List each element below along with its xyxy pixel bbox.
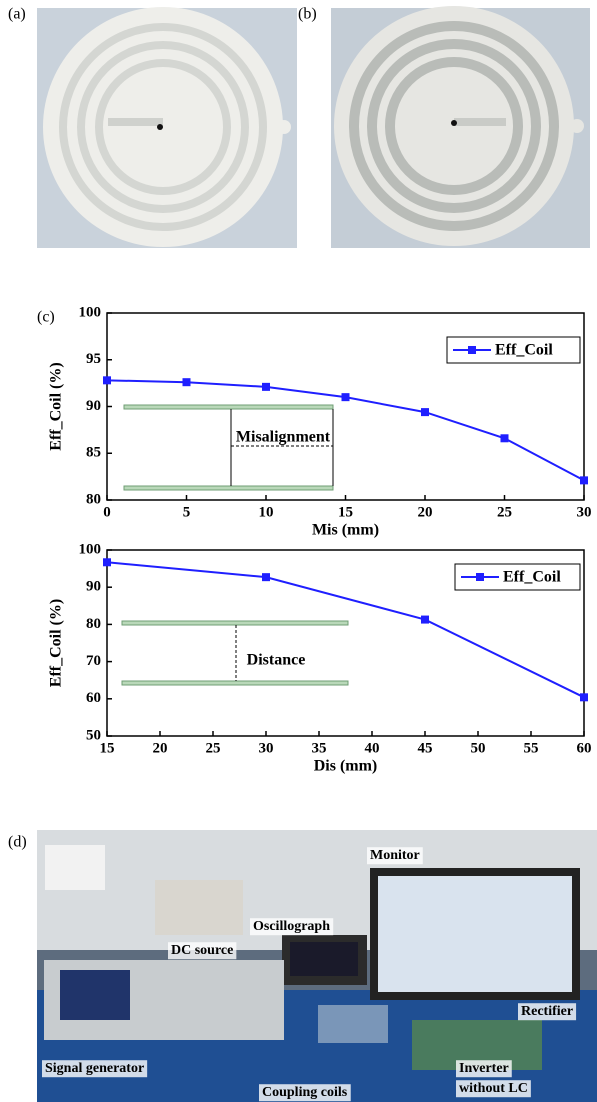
- marker: [103, 376, 111, 385]
- label-bg: [259, 1084, 351, 1102]
- y-tick-label: 90: [86, 579, 101, 595]
- label-bg: [250, 918, 334, 936]
- y-tick-label: 85: [86, 445, 101, 461]
- photo-label: Signal generator: [45, 1061, 144, 1076]
- x-tick-label: 10: [259, 504, 274, 520]
- legend-marker: [476, 573, 484, 581]
- plate: [123, 404, 334, 410]
- plate: [123, 485, 334, 491]
- x-tick-label: 20: [418, 504, 433, 520]
- label-bg: [518, 1003, 577, 1021]
- photo-label: Coupling coils: [262, 1085, 348, 1100]
- x-tick-label: 25: [206, 740, 221, 756]
- photo-b: [331, 6, 590, 248]
- panel-label: (d): [8, 834, 27, 851]
- photo-label: Inverter: [459, 1061, 509, 1076]
- y-tick-label: 100: [79, 304, 102, 320]
- x-tick-label: 0: [103, 504, 111, 520]
- marker: [262, 573, 270, 582]
- x-tick-label: 15: [338, 504, 353, 520]
- x-axis-label: Mis (mm): [312, 522, 379, 539]
- panel-label: (b): [298, 6, 317, 23]
- x-tick-label: 50: [471, 740, 486, 756]
- x-tick-label: 15: [100, 740, 115, 756]
- label-bg: [367, 847, 423, 865]
- label-bg: [168, 942, 237, 960]
- x-tick-label: 30: [259, 740, 274, 756]
- x-tick-label: 30: [577, 504, 592, 520]
- x-tick-label: 45: [418, 740, 433, 756]
- marker: [580, 476, 588, 485]
- y-tick-label: 80: [86, 616, 101, 632]
- legend-marker: [468, 346, 476, 354]
- annotation: Distance: [247, 652, 306, 669]
- marker: [103, 558, 111, 567]
- x-tick-label: 20: [153, 740, 168, 756]
- x-tick-label: 25: [497, 504, 512, 520]
- y-tick-label: 50: [86, 727, 101, 743]
- y-tick-label: 80: [86, 491, 101, 507]
- plate: [121, 620, 349, 626]
- marker: [580, 693, 588, 702]
- marker: [341, 393, 350, 402]
- x-tick-label: 55: [524, 740, 539, 756]
- panel-label: (a): [8, 6, 26, 23]
- x-tick-label: 5: [183, 504, 191, 520]
- photo-a: [37, 7, 297, 248]
- panel-label: (c): [37, 309, 55, 326]
- x-tick-label: 40: [365, 740, 380, 756]
- photo-label: Oscillograph: [253, 919, 330, 934]
- marker: [182, 378, 191, 387]
- y-axis-label: Eff_Coil (%): [48, 599, 65, 687]
- y-tick-label: 90: [86, 398, 101, 414]
- photo-label: without LC: [459, 1081, 528, 1096]
- marker: [421, 408, 429, 417]
- y-tick-label: 100: [79, 541, 102, 557]
- label-bg: [456, 1060, 512, 1078]
- y-tick-label: 70: [86, 653, 101, 669]
- marker: [262, 382, 270, 391]
- photo-label: Monitor: [370, 848, 420, 863]
- marker: [421, 615, 429, 624]
- label-bg: [456, 1080, 531, 1098]
- x-tick-label: 35: [312, 740, 327, 756]
- photo-label: Rectifier: [521, 1004, 573, 1019]
- series-line: [106, 561, 585, 699]
- label-bg: [42, 1060, 148, 1078]
- y-tick-label: 60: [86, 690, 101, 706]
- y-axis-label: Eff_Coil (%): [48, 362, 65, 450]
- y-tick-label: 95: [86, 351, 101, 367]
- photo-label: DC source: [171, 943, 233, 958]
- plate: [121, 680, 349, 686]
- x-axis-label: Dis (mm): [314, 758, 378, 775]
- plot-frame: [106, 549, 585, 737]
- annotation: Misalignment: [236, 429, 331, 446]
- legend-label: Eff_Coil: [503, 569, 561, 586]
- marker: [500, 434, 509, 443]
- x-tick-label: 60: [577, 740, 592, 756]
- legend-label: Eff_Coil: [495, 342, 553, 359]
